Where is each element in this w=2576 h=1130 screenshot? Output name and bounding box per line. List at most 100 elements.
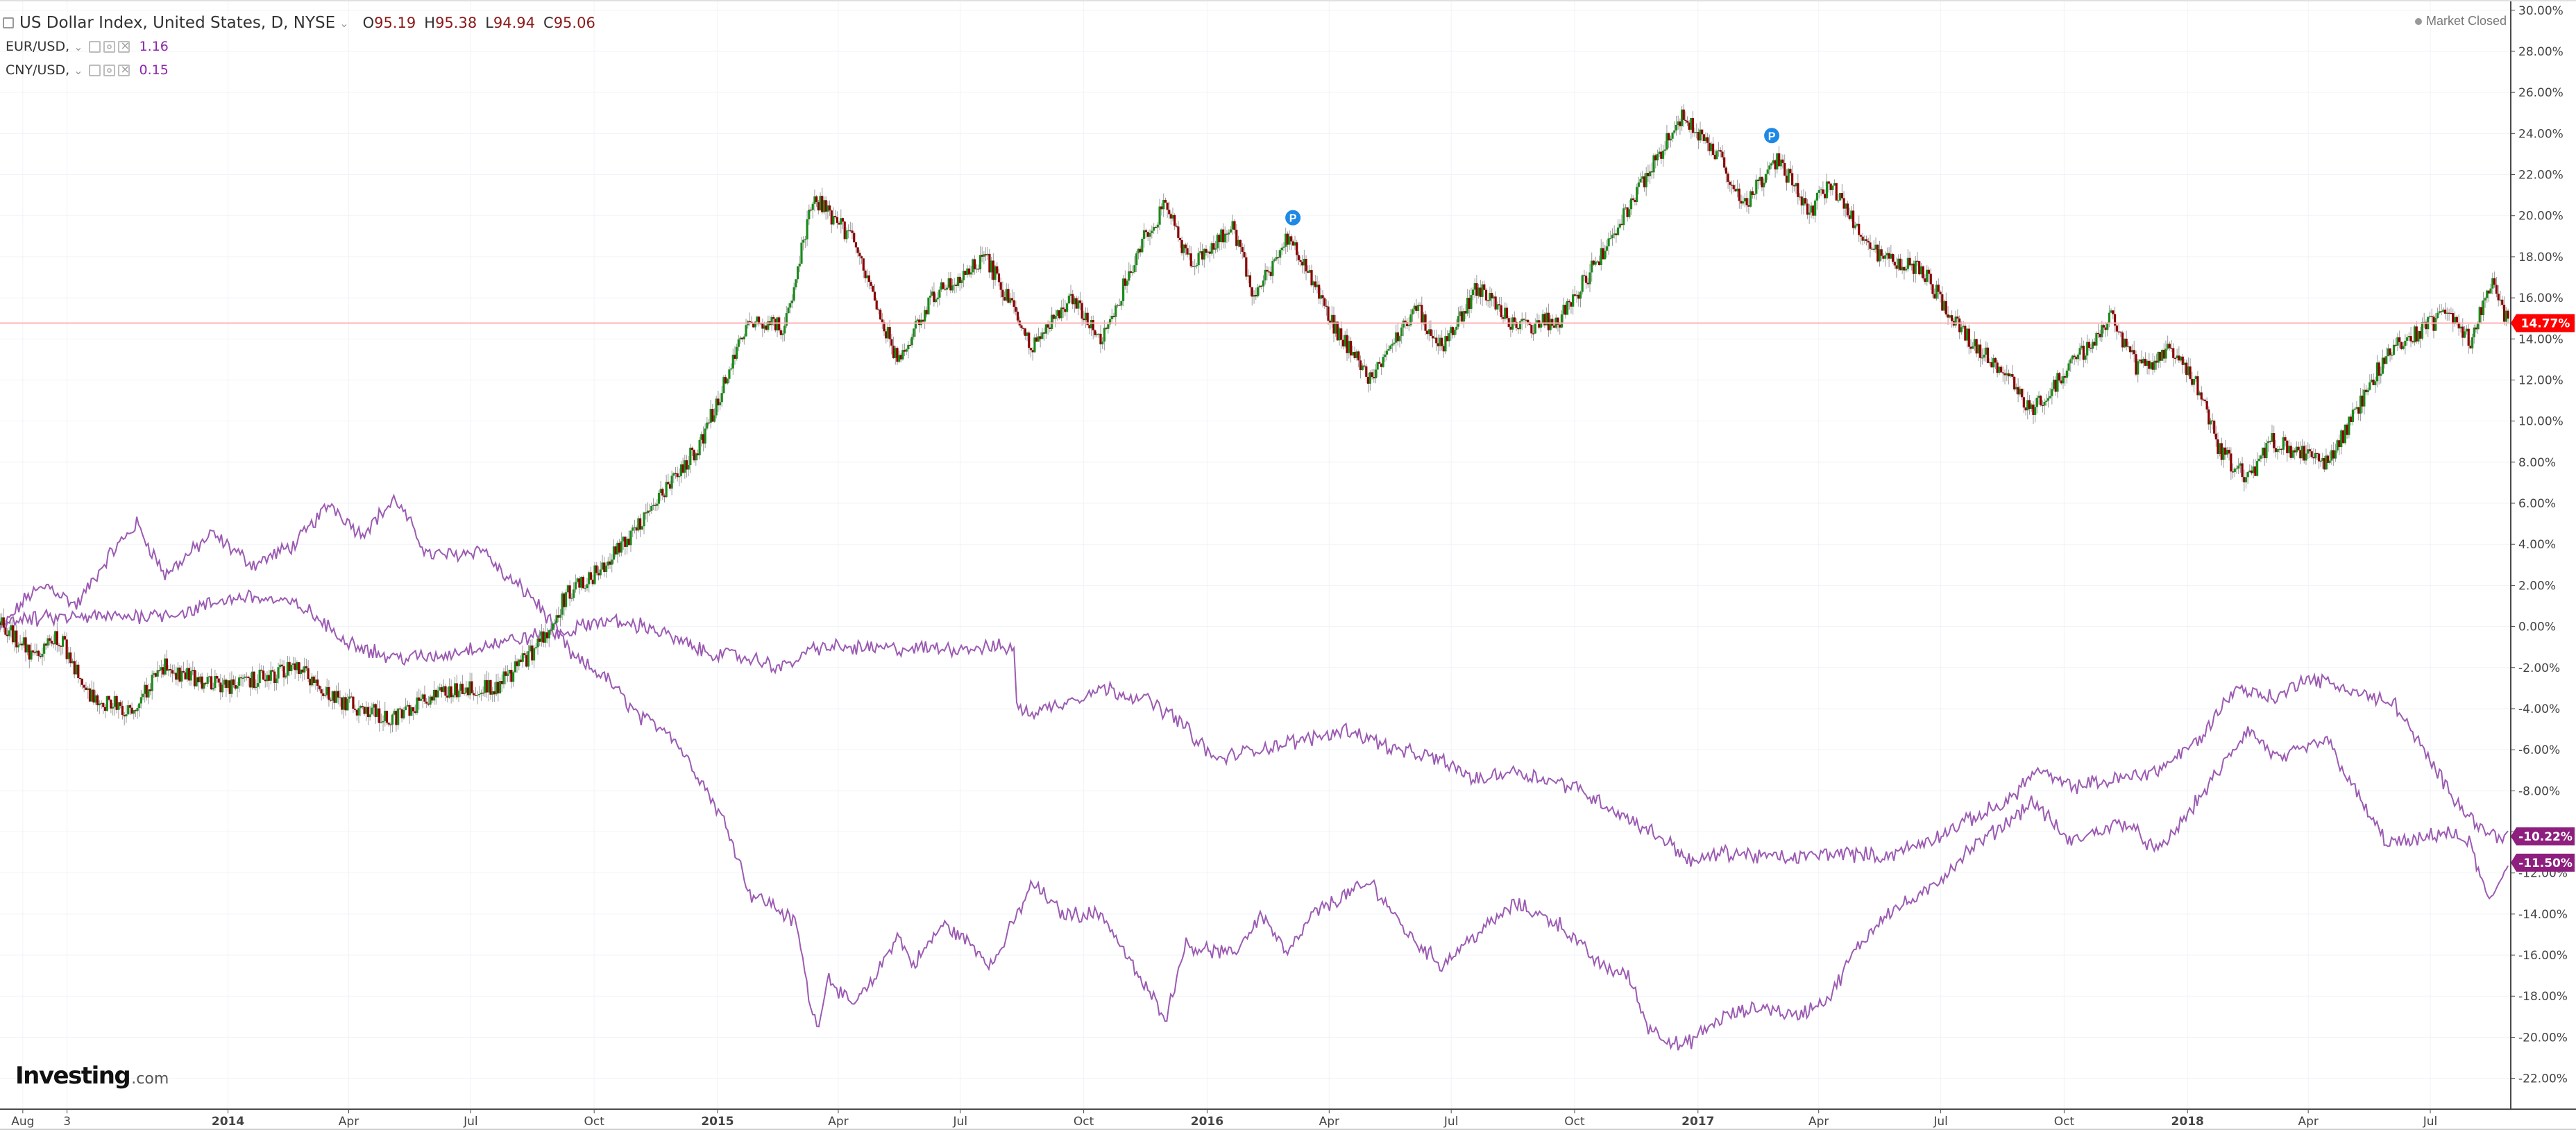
- candle-body: [2486, 290, 2489, 298]
- candle-body: [679, 464, 683, 476]
- candle-down: [896, 346, 899, 365]
- candle-body: [493, 691, 495, 695]
- candle-body: [1691, 117, 1695, 133]
- candle-up: [1005, 283, 1008, 302]
- candle-body: [459, 684, 462, 691]
- instrument-title[interactable]: US Dollar Index, United States, D, NYSE: [19, 14, 336, 32]
- candle-down: [1903, 267, 1906, 280]
- candle-body: [452, 695, 455, 698]
- close-icon[interactable]: [117, 39, 130, 53]
- candle-up: [754, 321, 756, 331]
- candle-body: [1979, 344, 1982, 358]
- candle-body: [648, 510, 651, 512]
- candle-body: [1600, 248, 1602, 265]
- candle-down: [696, 449, 700, 461]
- candle-down: [862, 258, 865, 278]
- candle-body: [931, 292, 933, 296]
- candle-down: [949, 271, 952, 294]
- candle-down: [165, 650, 168, 675]
- close-icon[interactable]: [117, 62, 130, 76]
- candle-down: [1118, 298, 1121, 306]
- investing-logo[interactable]: Investing .com: [15, 1062, 169, 1090]
- candle-body: [1296, 242, 1298, 255]
- candle-down: [1426, 330, 1429, 340]
- candle-up: [1673, 121, 1676, 135]
- candle-up: [840, 209, 842, 234]
- candle-body: [728, 369, 731, 379]
- candle-up: [1749, 189, 1752, 208]
- candle-up: [1622, 203, 1625, 230]
- candle-up: [1334, 314, 1337, 337]
- candle-body: [1277, 257, 1280, 258]
- chevron-down-icon[interactable]: ⌄: [74, 40, 83, 53]
- candle-down: [273, 669, 276, 691]
- candle-up: [1472, 287, 1475, 301]
- candle-down: [1975, 339, 1978, 357]
- candle-down: [1800, 190, 1803, 214]
- gear-icon[interactable]: [103, 40, 115, 53]
- candle-down: [568, 580, 571, 606]
- candle-body: [2220, 443, 2223, 460]
- candle-body: [2305, 453, 2307, 461]
- candle-down: [964, 270, 967, 276]
- visibility-icon[interactable]: [88, 40, 101, 53]
- candle-up: [2052, 376, 2056, 391]
- chevron-down-icon[interactable]: ⌄: [339, 16, 349, 30]
- candle-body: [1557, 317, 1559, 325]
- candle-body: [1120, 301, 1123, 306]
- candle-body: [2351, 410, 2355, 423]
- chevron-down-icon[interactable]: ⌄: [74, 63, 83, 77]
- candle-body: [2471, 337, 2474, 348]
- candle-body: [2280, 448, 2283, 450]
- gear-icon[interactable]: [103, 64, 115, 76]
- candle-down: [1039, 332, 1042, 348]
- candle-up: [1376, 362, 1379, 378]
- candle-down: [1568, 299, 1570, 310]
- candle-body: [1194, 266, 1196, 267]
- candle-body: [772, 317, 775, 319]
- candle-up: [357, 700, 360, 724]
- candle-body: [862, 258, 865, 271]
- candle-down: [134, 709, 137, 718]
- candle-body: [1412, 309, 1414, 314]
- candle-body: [61, 636, 65, 647]
- candle-up: [416, 691, 418, 716]
- candle-down: [355, 709, 358, 721]
- candle-body: [1708, 142, 1711, 151]
- candle-body: [1451, 327, 1455, 335]
- candle-down: [2326, 453, 2330, 470]
- candle-body: [1538, 320, 1541, 328]
- candle-body: [632, 527, 634, 531]
- candle-body: [303, 666, 306, 673]
- candle-body: [1368, 372, 1371, 384]
- price-badge: -10.22%: [2511, 827, 2575, 846]
- candle-body: [532, 648, 536, 661]
- candle-down: [2104, 321, 2107, 337]
- candle-up: [2130, 344, 2134, 355]
- candle-down: [2469, 339, 2472, 349]
- candle-up: [113, 691, 116, 716]
- visibility-icon[interactable]: [88, 64, 101, 76]
- candle-down: [676, 466, 679, 482]
- candle-body: [2332, 450, 2335, 459]
- collapse-square-icon[interactable]: [3, 17, 14, 28]
- candle-up: [2209, 418, 2212, 434]
- candle-up: [1768, 162, 1771, 176]
- indicator-name[interactable]: CNY/USD,: [6, 62, 70, 78]
- candle-down: [2312, 448, 2315, 465]
- candle-body: [1361, 365, 1364, 371]
- candle-down: [1791, 165, 1794, 193]
- candle-up: [2484, 296, 2486, 308]
- candle-body: [1620, 224, 1623, 226]
- indicator-name[interactable]: EUR/USD,: [6, 39, 70, 54]
- candle-up: [574, 574, 577, 593]
- candle-body: [2392, 344, 2396, 355]
- candle-up: [643, 512, 645, 534]
- candle-body: [103, 707, 107, 711]
- candle-body: [1901, 267, 1904, 271]
- candle-down: [1789, 160, 1792, 177]
- candle-down: [1964, 322, 1967, 341]
- candle-down: [2318, 452, 2321, 469]
- candle-up: [382, 715, 384, 732]
